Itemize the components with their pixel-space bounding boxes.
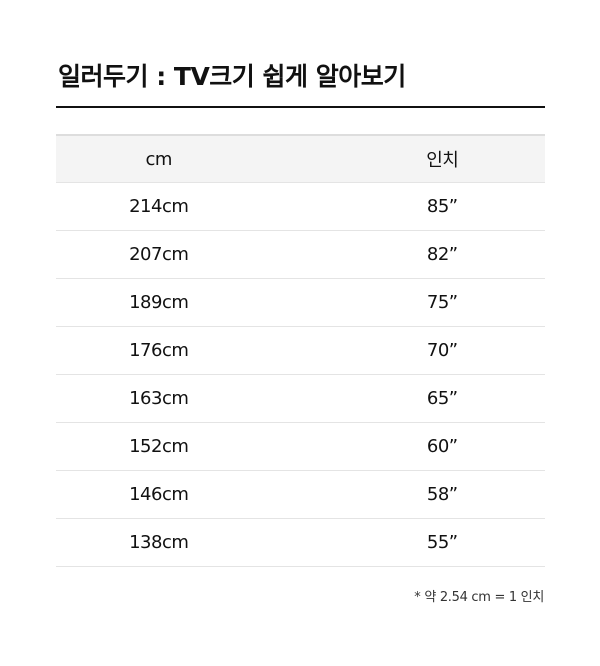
cm-value: 214cm xyxy=(129,196,189,217)
cm-value: 189cm xyxy=(129,292,189,313)
cm-value: 146cm xyxy=(129,484,189,505)
inch-value: 85” xyxy=(426,196,458,217)
size-conversion-table: cm 인치 214cm 85” 207cm 82” 189cm 75” 176c… xyxy=(56,134,545,567)
inch-value: 55” xyxy=(426,532,458,553)
table-row: 189cm 75” xyxy=(56,279,545,327)
page-title: 일러두기 : TV크기 쉽게 알아보기 xyxy=(58,62,406,91)
cm-value: 163cm xyxy=(129,388,189,409)
column-header-cm: cm xyxy=(145,148,173,170)
table-row: 176cm 70” xyxy=(56,327,545,375)
table-row: 146cm 58” xyxy=(56,471,545,519)
cm-value: 138cm xyxy=(129,532,189,553)
inch-value: 82” xyxy=(426,244,458,265)
inch-value: 60” xyxy=(426,436,458,457)
cm-value: 176cm xyxy=(129,340,189,361)
column-header-inch: 인치 xyxy=(426,150,459,171)
table-row: 152cm 60” xyxy=(56,423,545,471)
cm-value: 207cm xyxy=(129,244,189,265)
inch-value: 65” xyxy=(426,388,458,409)
title-divider xyxy=(56,106,545,108)
inch-value: 75” xyxy=(426,292,458,313)
cm-value: 152cm xyxy=(129,436,189,457)
inch-value: 70” xyxy=(426,340,458,361)
table-row: 207cm 82” xyxy=(56,231,545,279)
table-header-row: cm 인치 xyxy=(56,134,545,183)
table-row: 163cm 65” xyxy=(56,375,545,423)
table-row: 138cm 55” xyxy=(56,519,545,567)
inch-value: 58” xyxy=(426,484,458,505)
table-row: 214cm 85” xyxy=(56,183,545,231)
conversion-footnote: * 약 2.54 cm = 1 인치 xyxy=(414,590,544,605)
